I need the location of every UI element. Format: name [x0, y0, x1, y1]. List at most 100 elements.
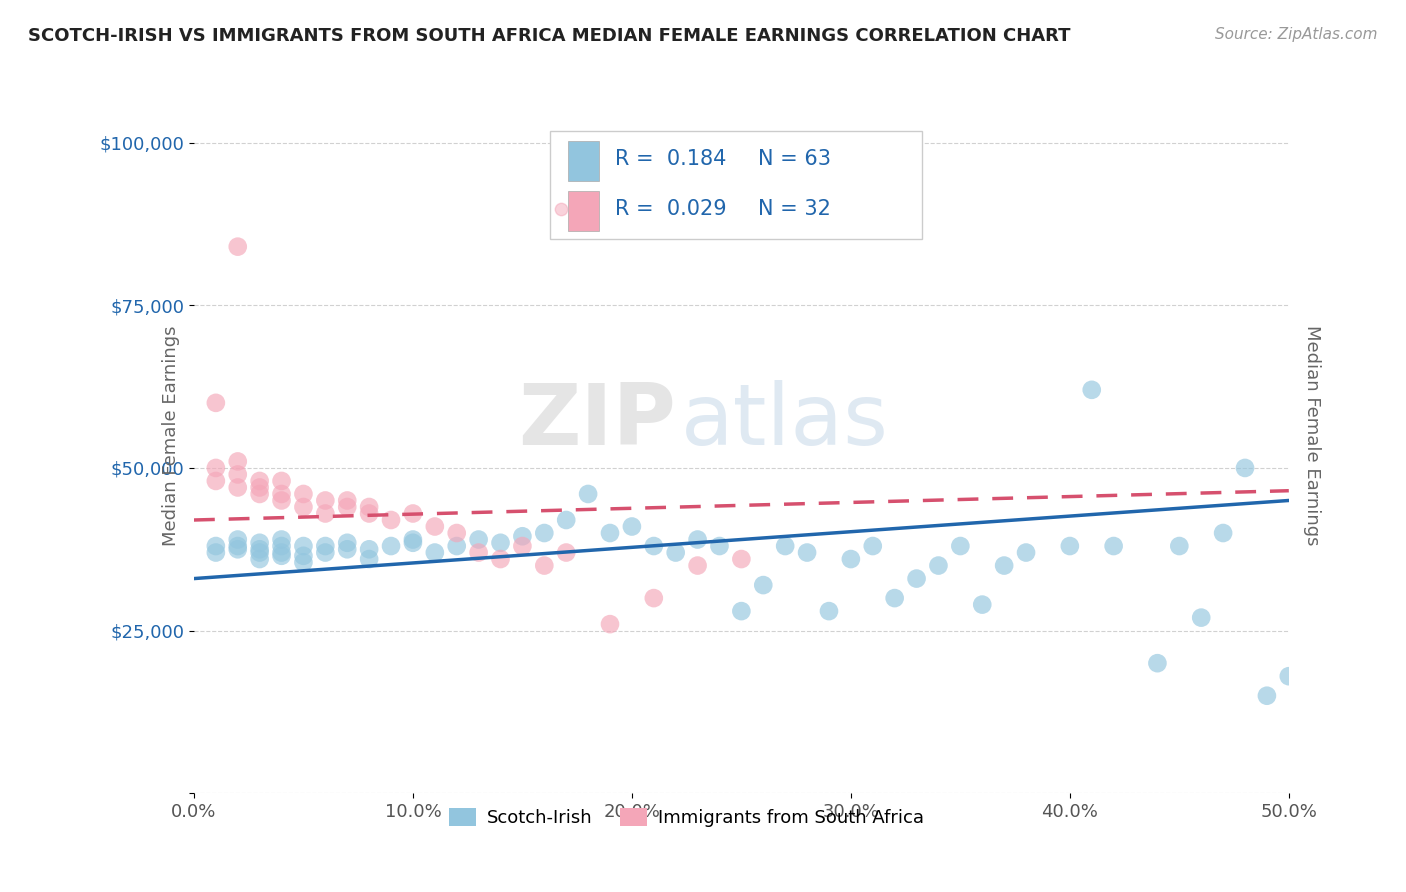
Point: [818, 604, 841, 618]
Point: [423, 519, 446, 533]
Point: [226, 480, 249, 494]
Point: [292, 539, 315, 553]
Point: [314, 493, 336, 508]
Point: [905, 572, 928, 586]
Point: [380, 513, 402, 527]
Point: [555, 545, 578, 559]
Point: [292, 555, 315, 569]
Point: [1234, 461, 1257, 475]
Text: N = 63: N = 63: [758, 149, 831, 169]
Point: [336, 493, 359, 508]
Point: [226, 454, 249, 468]
Point: [862, 539, 884, 553]
Point: [226, 240, 249, 254]
Point: [709, 539, 731, 553]
Point: [205, 461, 228, 475]
Point: [249, 487, 271, 501]
Point: [249, 552, 271, 566]
Point: [643, 539, 665, 553]
Point: [1189, 610, 1212, 624]
Point: [512, 539, 534, 553]
Point: [730, 552, 752, 566]
Point: [380, 539, 402, 553]
Point: [336, 535, 359, 549]
Point: [773, 539, 796, 553]
Point: [839, 552, 862, 566]
Point: [972, 598, 994, 612]
Point: [686, 558, 709, 573]
Point: [620, 519, 643, 533]
Text: atlas: atlas: [681, 380, 889, 463]
Point: [467, 533, 489, 547]
Point: [927, 558, 949, 573]
Point: [314, 507, 336, 521]
Point: [599, 617, 621, 632]
Point: [359, 552, 381, 566]
Point: [205, 474, 228, 488]
Point: [226, 539, 249, 553]
Point: [686, 533, 709, 547]
Y-axis label: Median Female Earnings: Median Female Earnings: [1303, 326, 1320, 546]
Point: [796, 545, 818, 559]
Point: [249, 480, 271, 494]
Point: [1102, 539, 1125, 553]
Text: Source: ZipAtlas.com: Source: ZipAtlas.com: [1215, 27, 1378, 42]
Point: [1212, 526, 1234, 541]
Text: R =  0.029: R = 0.029: [616, 199, 727, 219]
Point: [270, 474, 292, 488]
Point: [730, 604, 752, 618]
FancyBboxPatch shape: [550, 131, 922, 238]
Point: [665, 545, 688, 559]
Point: [336, 542, 359, 557]
Legend: Scotch-Irish, Immigrants from South Africa: Scotch-Irish, Immigrants from South Afri…: [441, 801, 931, 834]
Point: [730, 187, 752, 202]
Point: [467, 545, 489, 559]
Point: [359, 542, 381, 557]
Point: [576, 487, 599, 501]
Point: [533, 558, 555, 573]
Text: N = 32: N = 32: [758, 199, 831, 219]
Point: [949, 539, 972, 553]
Point: [402, 533, 425, 547]
Point: [446, 539, 468, 553]
Point: [643, 591, 665, 606]
Point: [314, 545, 336, 559]
Y-axis label: Median Female Earnings: Median Female Earnings: [162, 326, 180, 546]
Point: [292, 549, 315, 563]
Point: [249, 535, 271, 549]
Point: [402, 507, 425, 521]
Point: [249, 545, 271, 559]
Point: [270, 539, 292, 553]
Point: [446, 526, 468, 541]
Point: [314, 539, 336, 553]
Point: [359, 500, 381, 514]
Point: [533, 526, 555, 541]
Point: [993, 558, 1015, 573]
Text: ZIP: ZIP: [517, 380, 676, 463]
Point: [249, 542, 271, 557]
Point: [270, 493, 292, 508]
Point: [226, 467, 249, 482]
Point: [226, 542, 249, 557]
Text: R =  0.184: R = 0.184: [616, 149, 727, 169]
Point: [205, 545, 228, 559]
Point: [1278, 669, 1301, 683]
Point: [555, 513, 578, 527]
Point: [292, 487, 315, 501]
Point: [270, 487, 292, 501]
Point: [1146, 656, 1168, 670]
Point: [489, 552, 512, 566]
Point: [1059, 539, 1081, 553]
Point: [423, 545, 446, 559]
Point: [359, 507, 381, 521]
Point: [1015, 545, 1038, 559]
Point: [226, 533, 249, 547]
Point: [1256, 689, 1278, 703]
Bar: [568, 141, 599, 181]
Point: [917, 786, 939, 800]
Point: [205, 539, 228, 553]
Point: [249, 474, 271, 488]
Point: [292, 500, 315, 514]
Bar: [568, 192, 599, 231]
Point: [512, 529, 534, 543]
